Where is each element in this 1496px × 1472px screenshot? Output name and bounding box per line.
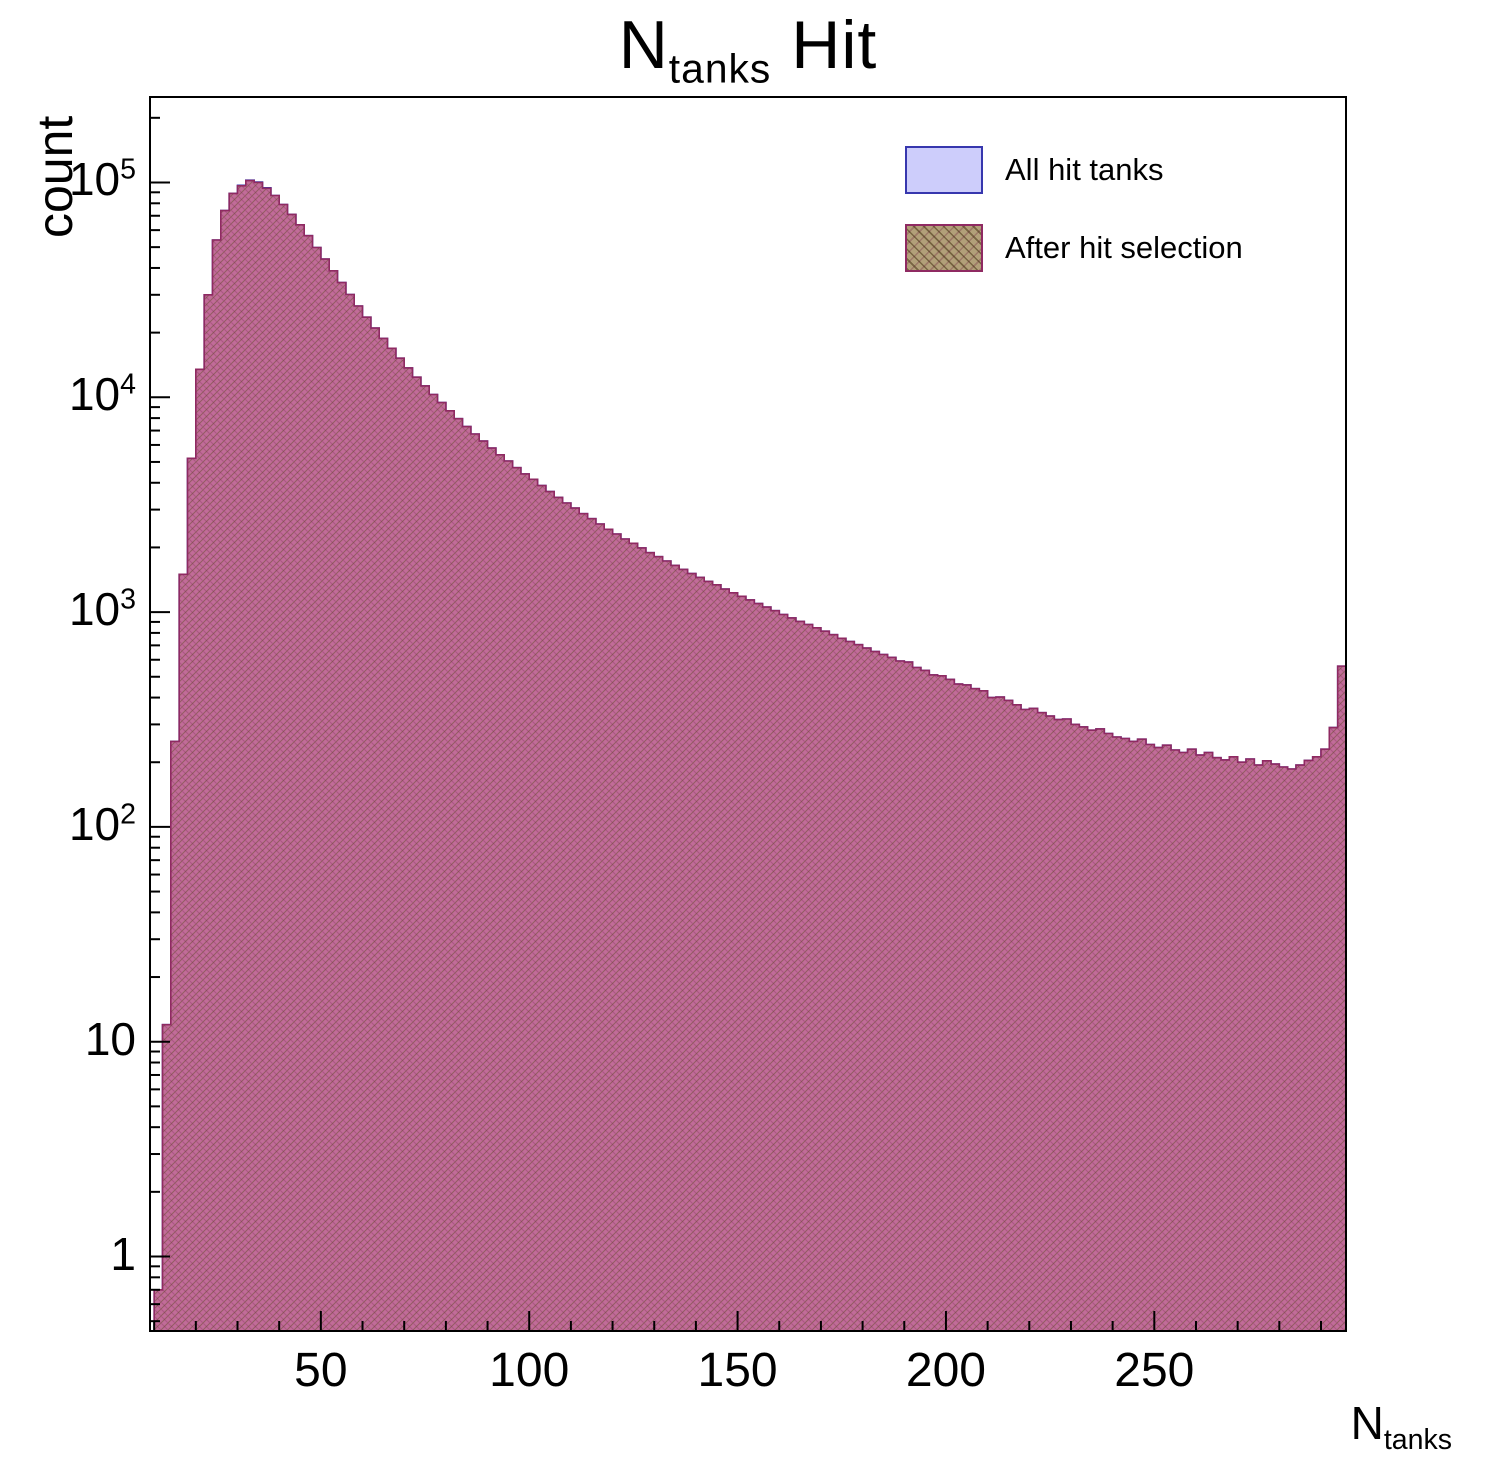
y-tick-label: 1 bbox=[110, 1227, 136, 1280]
x-tick-label: 50 bbox=[294, 1344, 348, 1397]
x-tick-label: 250 bbox=[1114, 1344, 1195, 1397]
x-tick-label: 150 bbox=[697, 1344, 778, 1397]
x-axis-label: Ntanks bbox=[1351, 1396, 1452, 1457]
y-tick-label: 105 bbox=[68, 153, 136, 206]
histogram-layer bbox=[153, 179, 1347, 1332]
legend-label-all-hit-tanks: All hit tanks bbox=[1005, 152, 1164, 187]
chart-title-subscript: tanks bbox=[668, 45, 772, 92]
legend-item-all-hit-tanks: All hit tanks bbox=[905, 146, 1243, 194]
legend-swatch-after-hit-selection-icon bbox=[905, 224, 983, 272]
x-axis-label-subscript: tanks bbox=[1383, 1424, 1452, 1457]
legend: All hit tanks After hit selection bbox=[905, 146, 1243, 302]
chart-title-rest: Hit bbox=[771, 7, 878, 83]
legend-swatch-all-hit-tanks-icon bbox=[905, 146, 983, 194]
y-tick-label: 102 bbox=[68, 797, 136, 850]
y-tick-label: 10 bbox=[84, 1012, 136, 1065]
plot-frame bbox=[149, 96, 1347, 1332]
x-tick-label: 200 bbox=[905, 1344, 986, 1397]
x-tick-label: 100 bbox=[489, 1344, 570, 1397]
histogram-after-hit-selection bbox=[153, 179, 1347, 1332]
y-tick-label: 103 bbox=[68, 583, 136, 636]
axis-layer bbox=[149, 96, 1347, 1332]
chart-title: Ntanks Hit bbox=[0, 6, 1496, 93]
chart-title-main: N bbox=[618, 7, 669, 83]
y-tick-label: 104 bbox=[68, 368, 136, 421]
x-axis-label-main: N bbox=[1350, 1397, 1384, 1449]
legend-label-after-hit-selection: After hit selection bbox=[1005, 230, 1243, 265]
legend-item-after-hit-selection: After hit selection bbox=[905, 224, 1243, 272]
